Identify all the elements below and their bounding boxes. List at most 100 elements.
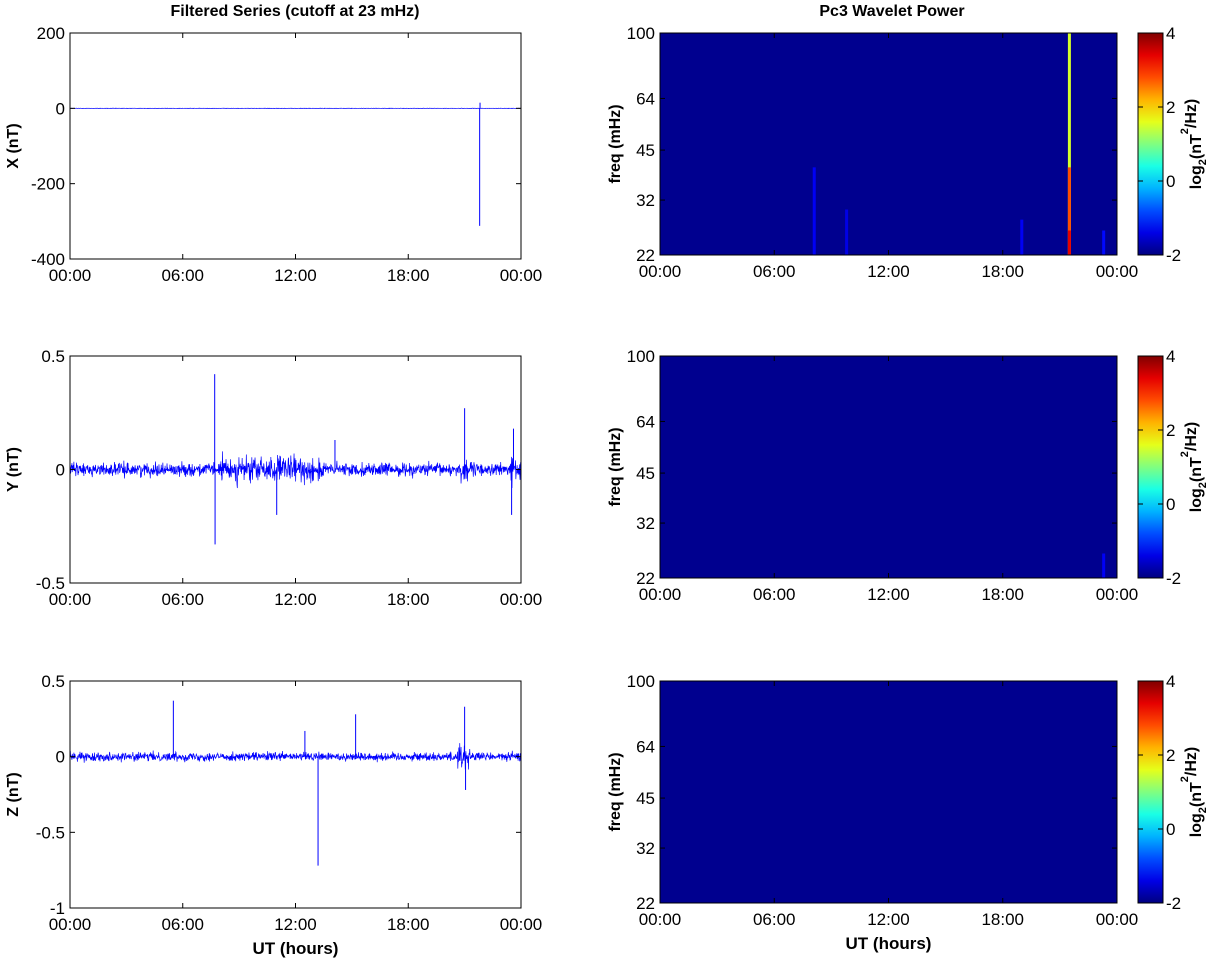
- y-axis-label: X (nT): [5, 123, 22, 168]
- y-tick-label: 22: [636, 569, 655, 588]
- colorbar-label: log2(nT2/Hz): [1179, 422, 1209, 512]
- x-tick-label: 12:00: [867, 585, 910, 604]
- x-tick-label: 00:00: [49, 915, 92, 934]
- plot-area: [70, 33, 521, 259]
- y-tick-label: 0.5: [41, 672, 65, 691]
- panel-2: 00:00 06:00 12:00 18:00 00:00 0.5 0 -0.5 Y (nT): [5, 347, 542, 609]
- colorbar-tick-label: 2: [1166, 421, 1175, 440]
- y-tick-label: -400: [31, 250, 65, 269]
- y-tick-label: 22: [636, 246, 655, 265]
- x-tick-label: 12:00: [274, 915, 317, 934]
- x-tick-label: 00:00: [500, 590, 543, 609]
- y-axis-label: freq (mHz): [607, 752, 624, 831]
- x-tick-label: 06:00: [161, 266, 204, 285]
- colorbar: [1137, 355, 1164, 579]
- y-tick-label: 45: [636, 141, 655, 160]
- x-tick-label: 18:00: [981, 910, 1024, 929]
- panel-5: 4 2 0 -2 log2(nT2/Hz) 00:00 06:00 12:00 18:00 00:…: [607, 347, 1209, 604]
- y-tick-label: 200: [37, 24, 65, 43]
- spectral-feature-2: [1067, 167, 1071, 255]
- y-axis-label: freq (mHz): [607, 427, 624, 506]
- x-tick-label: 18:00: [981, 262, 1024, 281]
- panel-6: 4 2 0 -2 log2(nT2/Hz) 00:00 06:00 12:00 18:00 00:…: [607, 672, 1209, 953]
- colorbar-label: log2(nT2/Hz): [1179, 747, 1209, 837]
- colorbar-label: log2(nT2/Hz): [1179, 99, 1209, 189]
- x-tick-label: 06:00: [753, 910, 796, 929]
- right-column-title: Pc3 Wavelet Power: [819, 3, 964, 20]
- left-column-title: Filtered Series (cutoff at 23 mHz): [171, 3, 420, 20]
- x-tick-label: 00:00: [1096, 262, 1139, 281]
- colorbar-tick-label: 0: [1166, 495, 1175, 514]
- x-tick-label: 00:00: [49, 590, 92, 609]
- y-tick-label: -1: [50, 899, 65, 918]
- x-axis-label: UT (hours): [846, 934, 932, 953]
- colorbar-tick-label: -2: [1166, 894, 1181, 913]
- series-trace: [69, 107, 522, 110]
- colorbar-tick-label: 2: [1166, 98, 1175, 117]
- y-tick-label: 45: [636, 464, 655, 483]
- spectrogram-area: [660, 681, 1117, 903]
- y-tick-label: 64: [636, 412, 655, 431]
- x-tick-label: 12:00: [274, 266, 317, 285]
- y-tick-label: -0.5: [36, 574, 65, 593]
- spectral-feature-1: [1102, 553, 1106, 578]
- x-tick-label: 12:00: [867, 262, 910, 281]
- x-tick-label: 06:00: [753, 585, 796, 604]
- x-tick-label: 00:00: [1096, 910, 1139, 929]
- colorbar-tick-label: 0: [1166, 820, 1175, 839]
- x-tick-label: 06:00: [161, 590, 204, 609]
- colorbar-tick-label: 4: [1166, 347, 1175, 366]
- y-tick-label: 0: [56, 99, 65, 118]
- colorbar-tick-label: 2: [1166, 746, 1175, 765]
- y-axis-label: freq (mHz): [607, 104, 624, 183]
- x-tick-label: 06:00: [753, 262, 796, 281]
- y-axis-label: Z (nT): [5, 772, 22, 816]
- x-tick-label: 00:00: [500, 915, 543, 934]
- y-tick-label: 32: [636, 191, 655, 210]
- panel-1: 00:00 06:00 12:00 18:00 00:00 200 0 -200 -400 X (…: [5, 24, 542, 285]
- y-tick-label: 45: [636, 789, 655, 808]
- y-tick-label: 0: [56, 748, 65, 767]
- x-tick-label: 00:00: [639, 262, 682, 281]
- y-tick-label: 64: [636, 737, 655, 756]
- x-tick-label: 00:00: [500, 266, 543, 285]
- series-trace: [69, 743, 522, 770]
- x-tick-label: 00:00: [639, 910, 682, 929]
- x-tick-label: 18:00: [387, 915, 430, 934]
- colorbar-tick-label: 0: [1166, 172, 1175, 191]
- y-tick-label: 32: [636, 514, 655, 533]
- panel-4: 4 2 0 -2 log2(nT2/Hz) 00:00 06:00 12:00 18:00 00:…: [607, 24, 1209, 281]
- x-tick-label: 00:00: [49, 266, 92, 285]
- y-tick-label: 0: [56, 461, 65, 480]
- y-tick-label: -0.5: [36, 823, 65, 842]
- y-tick-label: 100: [627, 24, 655, 43]
- x-tick-label: 00:00: [1096, 585, 1139, 604]
- y-tick-label: 0.5: [41, 347, 65, 366]
- plot-area: [70, 681, 521, 908]
- x-tick-label: 12:00: [274, 590, 317, 609]
- spectral-feature-4: [812, 167, 816, 255]
- colorbar: [1137, 680, 1164, 904]
- x-axis-label: UT (hours): [253, 939, 339, 958]
- y-tick-label: 32: [636, 839, 655, 858]
- x-tick-label: 18:00: [387, 266, 430, 285]
- spectral-feature-7: [1102, 230, 1106, 255]
- x-tick-label: 18:00: [387, 590, 430, 609]
- panel-3: 00:00 06:00 12:00 18:00 00:00 0.5 0 -0.5 -1 Z (nT…: [5, 672, 542, 958]
- y-tick-label: 64: [636, 89, 655, 108]
- y-tick-label: 100: [627, 347, 655, 366]
- spectral-feature-1: [1067, 33, 1071, 255]
- colorbar: [1137, 32, 1164, 256]
- y-tick-label: -200: [31, 175, 65, 194]
- spectral-feature-5: [845, 209, 849, 255]
- x-tick-label: 06:00: [161, 915, 204, 934]
- colorbar-tick-label: -2: [1166, 246, 1181, 265]
- spectrogram-area: [660, 356, 1117, 578]
- spectral-feature-3: [1067, 230, 1071, 255]
- x-tick-label: 00:00: [639, 585, 682, 604]
- y-axis-label: Y (nT): [5, 447, 22, 492]
- colorbar-tick-label: 4: [1166, 672, 1175, 691]
- x-tick-label: 12:00: [867, 910, 910, 929]
